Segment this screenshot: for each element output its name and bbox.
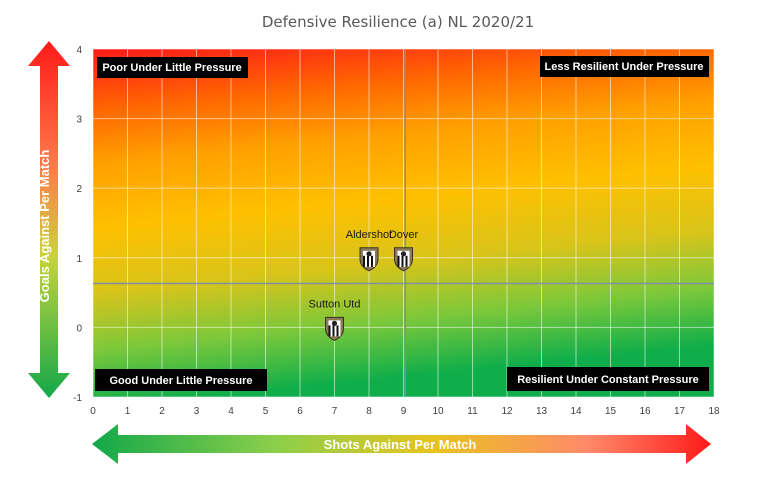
x-tick-label: 5 — [263, 406, 269, 417]
x-tick-label: 2 — [159, 406, 165, 417]
crest-stripe — [328, 325, 331, 337]
x-tick-label: 18 — [708, 406, 720, 417]
data-point: Dover — [389, 229, 419, 272]
y-axis-title: Goals Against Per Match — [37, 150, 52, 303]
y-tick-label: 4 — [76, 45, 82, 56]
crest-stripe — [405, 255, 408, 267]
point-label: Dover — [389, 229, 419, 241]
x-tick-label: 12 — [501, 406, 513, 417]
x-tick-label: 0 — [90, 406, 96, 417]
crest-stripe — [336, 325, 339, 337]
quadrant-bottom-left-label: Good Under Little Pressure — [109, 375, 252, 387]
y-tick-label: 0 — [76, 323, 82, 334]
y-axis-arrow: Goals Against Per Match — [28, 41, 70, 398]
x-tick-label: 7 — [332, 406, 338, 417]
quadrant-top-left: Poor Under Little Pressure — [97, 57, 248, 78]
x-axis-arrow: Shots Against Per Match — [92, 424, 711, 464]
x-tick-label: 17 — [674, 406, 686, 417]
x-tick-label: 3 — [194, 406, 200, 417]
crest-stripe — [397, 255, 400, 267]
crest-stripe — [332, 325, 335, 337]
x-tick-label: 1 — [125, 406, 131, 417]
y-axis-ticks: -1 0 1 2 3 4 — [73, 45, 82, 404]
chart-title: Defensive Resilience (a) NL 2020/21 — [262, 13, 534, 31]
point-label: Sutton Utd — [309, 298, 361, 310]
x-tick-label: 8 — [366, 406, 372, 417]
x-tick-label: 15 — [605, 406, 617, 417]
y-tick-label: -1 — [73, 393, 82, 404]
x-tick-label: 13 — [536, 406, 548, 417]
crest-stripe — [401, 255, 404, 267]
crest-emblem — [400, 251, 407, 257]
quadrant-top-right: Less Resilient Under Pressure — [540, 56, 709, 77]
crest-emblem — [366, 251, 372, 257]
point-label: Aldershot — [346, 229, 392, 241]
data-point: Aldershot — [346, 229, 392, 272]
y-tick-label: 3 — [76, 115, 82, 126]
crest-stripe — [371, 255, 373, 267]
x-axis-ticks: 0 1 2 3 4 5 6 7 8 9 10 11 12 13 14 15 16 17 18 — [90, 406, 720, 417]
quadrant-bottom-right-label: Resilient Under Constant Pressure — [517, 374, 699, 386]
y-tick-label: 1 — [76, 254, 82, 265]
y-tick-label: 2 — [76, 184, 82, 195]
quadrant-bottom-right: Resilient Under Constant Pressure — [507, 367, 709, 391]
x-tick-label: 6 — [297, 406, 303, 417]
quadrant-bottom-left: Good Under Little Pressure — [95, 369, 267, 391]
reference-lines — [93, 49, 714, 397]
crest-emblem — [331, 320, 338, 326]
crest-stripe — [367, 255, 369, 267]
data-point: Sutton Utd — [309, 298, 361, 341]
x-tick-label: 11 — [467, 406, 478, 417]
x-axis-title: Shots Against Per Match — [324, 437, 477, 452]
x-tick-label: 9 — [401, 406, 407, 417]
x-tick-label: 4 — [228, 406, 234, 417]
x-tick-label: 14 — [570, 406, 582, 417]
quadrant-top-left-label: Poor Under Little Pressure — [102, 62, 241, 74]
quadrant-top-right-label: Less Resilient Under Pressure — [545, 61, 704, 73]
x-tick-label: 16 — [639, 406, 651, 417]
crest-stripe — [363, 255, 365, 267]
x-tick-label: 10 — [432, 406, 444, 417]
